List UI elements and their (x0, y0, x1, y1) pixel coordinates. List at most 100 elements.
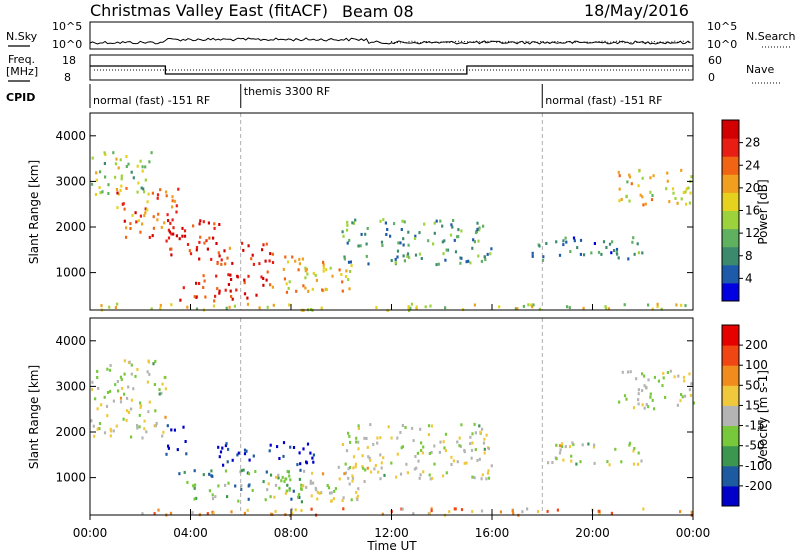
power-cell (445, 248, 448, 252)
power-cell (247, 244, 250, 248)
velocity-cell (572, 443, 575, 447)
velocity-cell (312, 481, 315, 485)
power-cell (498, 305, 501, 309)
velocity-cell (337, 465, 340, 469)
velocity-cell (300, 500, 303, 504)
power-colorbar-swatch (722, 210, 739, 230)
velocity-cell (357, 427, 360, 430)
velocity-colorbar-swatch (722, 365, 739, 386)
velocity-cell (404, 426, 407, 429)
velocity-cell (94, 397, 97, 401)
nsky-tick-low: 10^0 (52, 38, 82, 51)
power-cell (366, 227, 369, 230)
velocity-cell (614, 447, 617, 451)
velocity-cell (458, 444, 461, 448)
power-cell (123, 207, 126, 211)
power-cell (473, 240, 476, 244)
velocity-cell (441, 474, 445, 478)
power-cell (352, 221, 356, 225)
velocity-cell (282, 441, 286, 445)
power-cell (341, 280, 344, 284)
power-cell (583, 253, 586, 257)
power-colorbar-swatch (722, 138, 739, 157)
velocity-cell (640, 459, 643, 463)
velocity-cell (294, 508, 297, 512)
power-cell (647, 303, 650, 307)
power-cell (452, 219, 455, 222)
power-cell (605, 246, 608, 249)
power-ytick-label: 2000 (55, 220, 86, 234)
velocity-cell (128, 360, 131, 364)
velocity-cell (105, 404, 109, 408)
velocity-cell (106, 367, 109, 371)
power-cell (144, 211, 147, 215)
power-cell (206, 247, 209, 251)
velocity-cell (320, 491, 323, 495)
power-cell (115, 157, 118, 161)
velocity-cell (344, 462, 347, 466)
power-cell (288, 280, 291, 284)
power-cell (656, 305, 659, 308)
velocity-cell (146, 380, 149, 384)
velocity-cell (247, 472, 251, 476)
velocity-cell (302, 447, 305, 451)
velocity-cell (558, 451, 562, 455)
velocity-cell (368, 456, 371, 460)
power-cell (112, 151, 115, 155)
velocity-cell (512, 512, 515, 516)
cpid-row: CPID normal (fast) -151 RF themis 3300 RF… (6, 84, 662, 108)
power-cell (260, 275, 263, 279)
power-colorbar-swatch (722, 246, 739, 266)
power-cell (325, 268, 328, 272)
power-cell (344, 275, 348, 278)
velocity-cell (243, 511, 246, 515)
velocity-cell (242, 468, 245, 472)
power-cell (152, 226, 155, 230)
velocity-colorbar-tick-label: -50 (745, 439, 765, 453)
velocity-cell (357, 447, 360, 451)
velocity-cell (120, 378, 123, 381)
velocity-cell (688, 388, 691, 392)
velocity-cell (351, 476, 355, 480)
power-cell (394, 257, 397, 261)
velocity-cell (236, 453, 239, 457)
power-cell (148, 160, 151, 164)
velocity-cell (277, 473, 280, 477)
power-cell (684, 190, 687, 194)
velocity-cell (210, 474, 213, 478)
velocity-cell (206, 512, 209, 516)
power-cell (382, 218, 385, 222)
power-cell (199, 235, 202, 239)
nsearch-tick-low: 10^0 (707, 38, 737, 51)
velocity-cell (625, 397, 628, 401)
velocity-cell (298, 496, 301, 499)
velocity-cell (123, 359, 126, 363)
power-cell (322, 266, 325, 270)
power-colorbar-tick-label: 12 (745, 226, 760, 240)
velocity-cell (419, 473, 422, 477)
velocity-cell (677, 374, 680, 378)
power-cell (459, 261, 462, 265)
x-tick-label: 16:00 (475, 526, 510, 540)
power-colorbar-swatch (722, 228, 739, 248)
power-cell (195, 281, 198, 285)
velocity-cell (274, 483, 278, 487)
power-cell (666, 171, 669, 175)
velocity-cell (486, 471, 490, 475)
power-cell (213, 226, 216, 230)
power-cell (148, 235, 151, 239)
velocity-cell (153, 383, 156, 386)
power-cell (530, 303, 533, 307)
velocity-cell (429, 477, 432, 481)
velocity-cell (300, 483, 303, 487)
velocity-cell (682, 375, 686, 379)
velocity-cell (422, 470, 425, 474)
power-cell (623, 303, 626, 307)
velocity-cell (420, 441, 423, 445)
power-cell (322, 260, 325, 264)
power-cell (631, 240, 634, 244)
velocity-cell (130, 372, 133, 376)
power-cell (203, 279, 206, 283)
velocity-cell (637, 451, 640, 455)
freq-label-line2: [MHz] (6, 65, 38, 78)
